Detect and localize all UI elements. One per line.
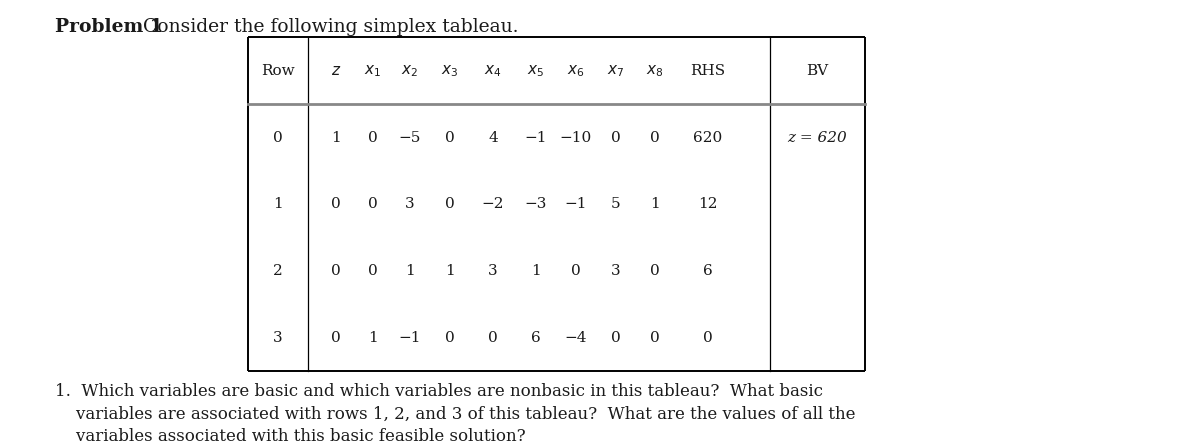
Text: 2: 2	[274, 264, 283, 278]
Text: 1: 1	[368, 331, 378, 345]
Text: Consider the following simplex tableau.: Consider the following simplex tableau.	[137, 17, 518, 36]
Text: −2: −2	[481, 198, 504, 211]
Text: 5: 5	[611, 198, 620, 211]
Text: −10: −10	[560, 130, 592, 145]
Text: 0: 0	[650, 130, 660, 145]
Text: $x_2$: $x_2$	[402, 63, 419, 78]
Text: 1: 1	[331, 130, 341, 145]
Text: 12: 12	[698, 198, 718, 211]
Text: 1: 1	[650, 198, 660, 211]
Text: 0: 0	[331, 198, 341, 211]
Text: 6: 6	[532, 331, 541, 345]
Text: 0: 0	[274, 130, 283, 145]
Text: $x_8$: $x_8$	[647, 63, 664, 78]
Text: $z$: $z$	[331, 64, 341, 78]
Text: −1: −1	[524, 130, 547, 145]
Text: 0: 0	[611, 130, 620, 145]
Text: 620: 620	[694, 130, 722, 145]
Text: 6: 6	[703, 264, 713, 278]
Text: −5: −5	[398, 130, 421, 145]
Text: 1: 1	[406, 264, 415, 278]
Text: Row: Row	[262, 64, 295, 78]
Text: 0: 0	[445, 331, 455, 345]
Text: BV: BV	[806, 64, 828, 78]
Text: 4: 4	[488, 130, 498, 145]
Text: 3: 3	[611, 264, 620, 278]
Text: RHS: RHS	[690, 64, 726, 78]
Text: $x_4$: $x_4$	[485, 63, 502, 78]
Text: 0: 0	[331, 264, 341, 278]
Text: 0: 0	[611, 331, 620, 345]
Text: 0: 0	[703, 331, 713, 345]
Text: 0: 0	[445, 198, 455, 211]
Text: Problem 1: Problem 1	[55, 17, 163, 36]
Text: 0: 0	[368, 264, 378, 278]
Text: 0: 0	[650, 264, 660, 278]
Text: −4: −4	[565, 331, 587, 345]
Text: −1: −1	[398, 331, 421, 345]
Text: 0: 0	[650, 331, 660, 345]
Text: 0: 0	[488, 331, 498, 345]
Text: z = 620: z = 620	[787, 130, 847, 145]
Text: −1: −1	[565, 198, 587, 211]
Text: 3: 3	[406, 198, 415, 211]
Text: $x_7$: $x_7$	[607, 63, 625, 78]
Text: $x_6$: $x_6$	[568, 63, 584, 78]
Text: 0: 0	[368, 130, 378, 145]
Text: $x_1$: $x_1$	[365, 63, 382, 78]
Text: 1.  Which variables are basic and which variables are nonbasic in this tableau? : 1. Which variables are basic and which v…	[55, 383, 823, 400]
Text: 0: 0	[445, 130, 455, 145]
Text: 1: 1	[532, 264, 541, 278]
Text: 0: 0	[571, 264, 581, 278]
Text: 3: 3	[488, 264, 498, 278]
Text: $x_3$: $x_3$	[442, 63, 458, 78]
Text: 0: 0	[368, 198, 378, 211]
Text: variables associated with this basic feasible solution?: variables associated with this basic fea…	[55, 428, 526, 445]
Text: variables are associated with rows 1, 2, and 3 of this tableau?  What are the va: variables are associated with rows 1, 2,…	[55, 406, 856, 423]
Text: 1: 1	[445, 264, 455, 278]
Text: 3: 3	[274, 331, 283, 345]
Text: $x_5$: $x_5$	[528, 63, 545, 78]
Text: 1: 1	[274, 198, 283, 211]
Text: 0: 0	[331, 331, 341, 345]
Text: −3: −3	[524, 198, 547, 211]
